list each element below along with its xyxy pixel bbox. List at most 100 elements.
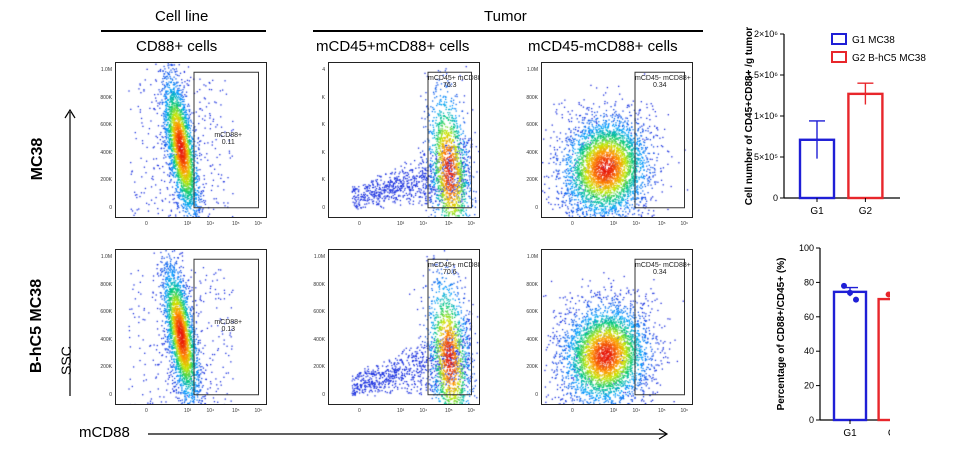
gate-percentage: 0.34 [652,82,667,90]
flow-plot: mCD45- mCD88+ 0.34 [541,249,693,405]
flow-xtick-label: 10⁵ [445,408,453,414]
x-tick-label: G2 [859,206,873,217]
flow-xtick-label: 10⁴ [206,408,215,414]
data-point [847,289,853,296]
flow-ytick-label: K [321,94,325,101]
header-cell-line-rule [101,30,266,32]
header-col1: CD88+ cells [136,38,218,55]
gate-name: mCD45+ mCD88+ [428,75,480,83]
gate-name: mCD88+ [214,319,243,327]
flow-ytick-label: 800K [313,281,325,288]
flow-plot: mCD88+ 0.13 [115,249,267,405]
flow-xtick-label: 10⁶ [254,408,263,414]
gate-svg [427,71,472,209]
gate-label: mCD88+ 0.13 [196,319,261,333]
gate-svg [193,258,259,396]
data-point [853,296,859,303]
flow-plot: mCD88+ 0.11 [115,62,267,218]
flow-plot: mCD45+ mCD88+ 70.6 [328,249,480,405]
flow-xtick-label: 0 [358,408,361,414]
flow-xtick-label: 10⁶ [467,408,476,414]
gate-rect [193,71,259,209]
flow-xtick-label: 0 [571,221,574,227]
y-axis-label: Cell number of CD45+CD88+ /g tumor [744,27,755,205]
flow-xtick-label: 10⁶ [680,408,689,414]
flow-xtick-label: 10⁴ [632,408,641,414]
bar [877,297,890,422]
flow-density [542,63,692,217]
flow-ytick-label: 200K [100,177,112,184]
flow-xtick-label: 10⁵ [658,408,666,414]
header-cell-line: Cell line [155,8,209,25]
gate-name: mCD88+ [214,132,243,140]
data-point [885,291,890,298]
mcd88-axis-label: mCD88 [79,424,130,441]
row-label-mc38: MC38 [29,137,46,181]
y-tick-label: 40 [804,346,814,356]
flow-ytick-label: 600K [100,309,112,316]
flow-ytick-label: 0 [535,205,538,211]
flow-xtick-label: 10⁴ [632,221,641,227]
gate-svg [634,258,685,396]
gate-percentage: 0.13 [221,326,236,334]
y-tick-label: 2×10⁶ [754,29,778,39]
header-tumor: Tumor [484,8,527,25]
gate-rect [427,71,472,209]
bar [832,290,868,422]
flow-xtick-label: 0 [145,221,148,227]
flow-ytick-label: 4 [322,67,325,73]
header-tumor-rule [313,30,703,32]
legend-swatch [831,33,847,45]
gate-name: mCD45+ mCD88+ [428,262,480,270]
flow-xtick-label: 0 [358,221,361,227]
flow-ytick-label: 0 [535,392,538,398]
x-tick-label: G1 [810,206,824,217]
flow-xtick-label: 10⁶ [254,221,263,227]
gate-percentage: 0.34 [652,269,667,277]
flow-xtick-label: 10³ [397,221,405,227]
flow-ytick-label: 1.0M [313,254,325,260]
flow-xtick-label: 10³ [610,408,618,414]
flow-ytick-label: 600K [526,122,538,129]
flow-xtick-label: 10⁴ [206,221,215,227]
data-point [841,282,847,289]
flow-xtick-label: 10⁴ [419,221,428,227]
flow-ytick-label: 0 [322,205,325,211]
flow-ytick-label: 400K [100,149,112,156]
mcd88-axis-arrow [148,428,669,440]
flow-xtick-label: 10³ [184,408,192,414]
flow-plot: mCD45- mCD88+ 0.34 [541,62,693,218]
flow-ytick-label: 200K [526,364,538,371]
flow-ytick-label: 800K [100,94,112,101]
legend-label: G2 B-hC5 MC38 [852,53,926,64]
flow-xtick-label: 0 [571,408,574,414]
y-axis-label: Percentage of CD88+/CD45+ (%) [776,258,787,411]
bar-chart-percentage: 0 20 40 60 80 100 G1 G2 Percentage of CD88+/CD45… [776,243,890,439]
gate-name: mCD45- mCD88+ [635,262,691,270]
ssc-axis-arrow [64,108,76,396]
flow-xtick-label: 10⁵ [232,221,240,227]
gate-percentage: 70.6 [442,269,457,277]
flow-ytick-label: 1.0M [526,67,538,73]
flow-plot: mCD45+ mCD88+ 76.3 [328,62,480,218]
y-tick-label: 0 [809,415,814,425]
flow-ytick-label: 400K [313,336,325,343]
flow-ytick-label: 200K [313,364,325,371]
flow-ytick-label: 400K [100,336,112,343]
flow-xtick-label: 10⁵ [232,408,240,414]
flow-ytick-label: 600K [313,309,325,316]
bar [847,92,884,200]
flow-ytick-label: 0 [322,392,325,398]
row-label-bhc5-mc38: B-hC5 MC38 [28,278,45,374]
flow-ytick-label: K [321,149,325,156]
x-tick-label: G2 [888,428,890,439]
flow-xtick-label: 10⁶ [467,221,476,227]
gate-label: mCD45- mCD88+ 0.34 [635,75,691,90]
flow-xtick-label: 10⁵ [658,221,666,227]
gate-label: mCD45+ mCD88+ 70.6 [428,262,480,277]
flow-density [116,63,266,217]
flow-ytick-label: 800K [100,281,112,288]
flow-ytick-label: 400K [526,336,538,343]
gate-svg [427,258,472,396]
y-tick-label: 100 [799,243,814,253]
